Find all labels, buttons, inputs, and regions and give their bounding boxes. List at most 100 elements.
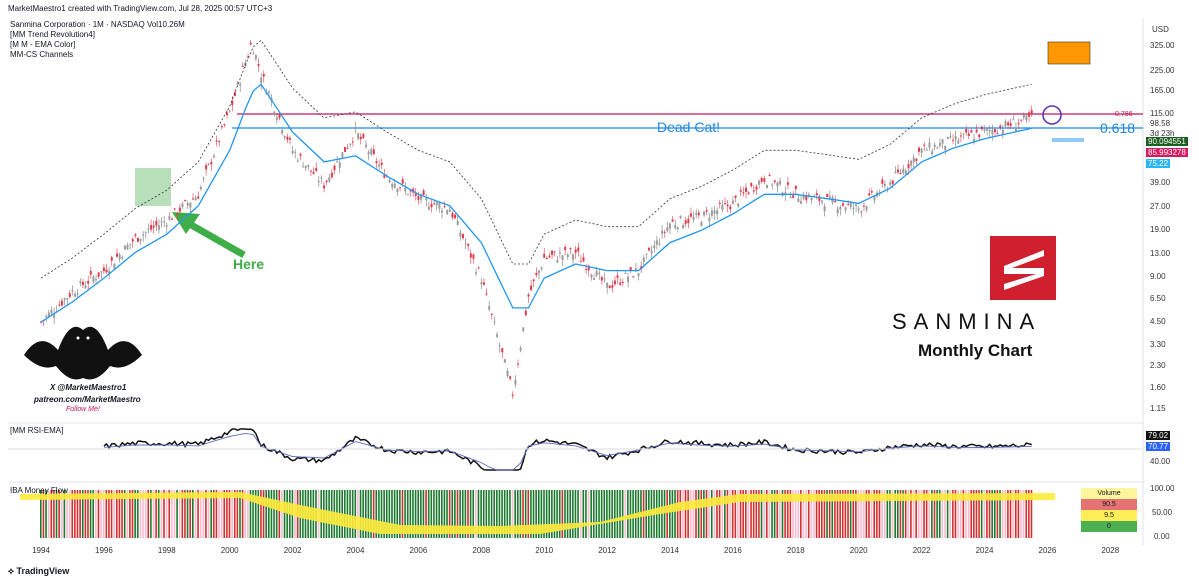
candle-body [176, 213, 179, 216]
candle-body [881, 179, 884, 184]
money-flow-bar [834, 490, 836, 538]
money-flow-bar [828, 490, 831, 538]
candle-body [883, 183, 886, 187]
candle-body [110, 257, 113, 261]
candle-body [212, 155, 215, 158]
symbol-line[interactable]: Sanmina Corporation · 1M · NASDAQ Vol10.… [10, 20, 185, 29]
money-flow-bar [45, 490, 47, 538]
money-flow-bar [669, 490, 671, 538]
candle-body [653, 245, 656, 249]
candle-body [262, 73, 265, 77]
price-axis-label: 6.50 [1150, 294, 1166, 303]
money-flow-bar [687, 490, 689, 538]
candle-body [697, 212, 700, 216]
money-flow-bar [456, 490, 459, 538]
candle-body [637, 273, 640, 277]
money-flow-bar [126, 490, 129, 538]
money-flow-bar [171, 490, 173, 538]
candle-body [917, 147, 920, 152]
candle-body [784, 192, 787, 195]
price-axis-label: 19.00 [1150, 225, 1171, 234]
money-flow-bar [514, 490, 516, 538]
money-flow-bar [134, 490, 136, 538]
money-flow-bar [425, 490, 427, 538]
year-label: 2028 [1101, 546, 1120, 555]
candle-body [506, 370, 509, 376]
indicator-trend[interactable]: [MM Trend Revolution4] [10, 30, 95, 39]
candle-body [870, 191, 873, 193]
year-label: 2016 [723, 546, 742, 555]
candle-body [729, 206, 732, 210]
candle-body [320, 177, 323, 179]
rsi-ema-line [103, 432, 1032, 471]
candle-body [81, 281, 84, 286]
money-flow-bar [726, 490, 729, 538]
money-flow-bar [910, 490, 912, 538]
candle-body [288, 137, 291, 140]
candle-body [53, 313, 56, 318]
money-flow-bar [553, 490, 556, 538]
candle-body [118, 254, 121, 260]
tradingview-logo[interactable]: ⟡ TradingView [8, 566, 69, 577]
candle-body [532, 279, 535, 282]
money-flow-bar [464, 490, 467, 538]
money-flow-bar [566, 490, 569, 538]
money-flow-bar [768, 490, 771, 538]
candle-body [663, 231, 666, 233]
money-flow-bar [585, 490, 587, 538]
candle-body [739, 190, 742, 192]
year-label: 2004 [346, 546, 365, 555]
candle-body [469, 253, 472, 258]
candle-body [828, 196, 831, 198]
money-flow-bar [241, 490, 244, 538]
money-flow-bar [745, 490, 747, 538]
money-flow-bar [74, 490, 76, 538]
candle-body [336, 161, 339, 163]
candle-body [380, 162, 383, 165]
volume-legend: Volume 90.5 9.5 0 [1081, 488, 1137, 532]
money-flow-bar [100, 490, 102, 538]
candle-body [648, 247, 651, 251]
money-flow-title[interactable]: IBA Money Flow [10, 486, 68, 495]
rsi-title[interactable]: [MM RSI-EMA] [10, 426, 64, 435]
money-flow-bar [87, 490, 89, 538]
money-flow-bar [621, 490, 624, 538]
candle-body [941, 139, 944, 144]
money-flow-bar [925, 490, 928, 538]
candle-body [768, 174, 771, 176]
money-flow-bar [417, 490, 419, 538]
candle-body [396, 188, 399, 193]
year-label: 2002 [283, 546, 302, 555]
brand-name: SANMINA [892, 309, 1042, 334]
here-label: Here [233, 256, 265, 272]
money-flow-bar [537, 490, 540, 538]
money-flow-bar [813, 490, 815, 538]
price-axis-label: 27.00 [1150, 202, 1171, 211]
candle-body [742, 192, 745, 194]
candle-body [629, 267, 632, 271]
candle-body [446, 210, 449, 214]
candle-body [249, 42, 252, 45]
money-flow-bar [440, 490, 443, 538]
candle-body [1014, 127, 1017, 132]
candle-body [231, 100, 234, 105]
candle-body [89, 270, 92, 275]
money-flow-bar [97, 490, 100, 538]
candle-body [970, 130, 973, 133]
price-axis-label: 1.60 [1150, 383, 1166, 392]
candle-body [105, 269, 108, 273]
indicator-channels[interactable]: MM-CS Channels [10, 50, 74, 59]
year-label: 2008 [472, 546, 491, 555]
candle-body [383, 174, 386, 178]
candle-body [826, 193, 829, 197]
price-axis-label: 225.00 [1150, 66, 1175, 75]
candle-body [692, 216, 695, 220]
candle-body [897, 169, 900, 173]
candle-body [684, 220, 687, 224]
money-flow-bar [406, 490, 409, 538]
money-flow-bar [448, 490, 451, 538]
here-arrow [172, 212, 246, 259]
candle-body [448, 209, 451, 212]
indicator-ema[interactable]: [M M - EMA Color] [10, 40, 76, 49]
